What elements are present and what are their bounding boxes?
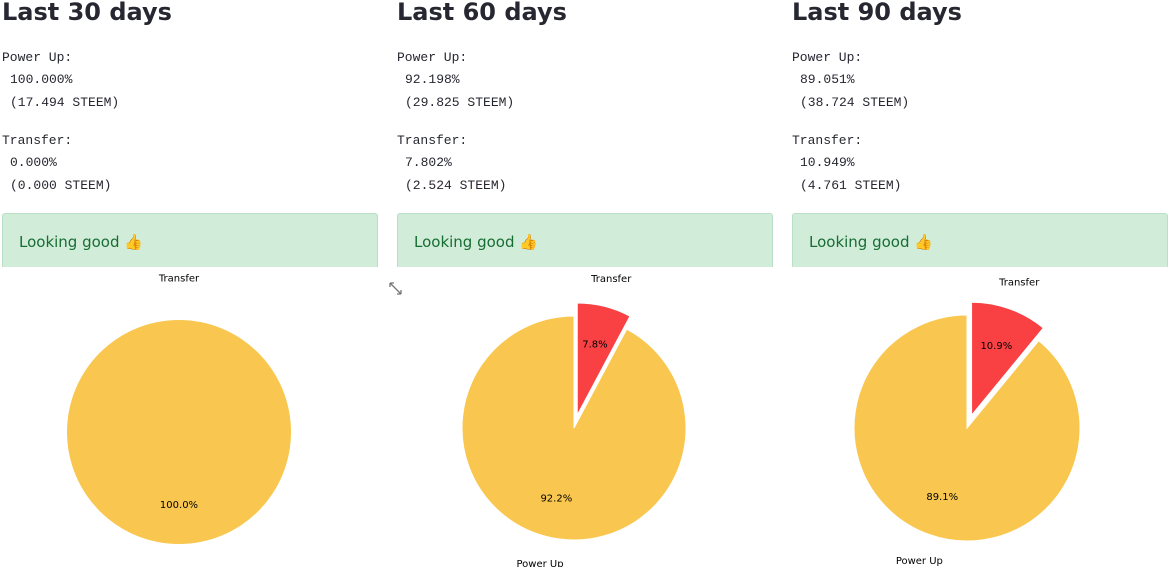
- transfer-amount: (2.524 STEEM): [405, 178, 507, 193]
- power-up-percent: 89.051%: [800, 72, 855, 87]
- pie-slice: [461, 315, 687, 541]
- power-up-percent: 100.000%: [10, 72, 73, 87]
- transfer-percent: 0.000%: [10, 155, 57, 170]
- power-up-amount: (29.825 STEEM): [405, 95, 515, 110]
- value-label: 89.1%: [926, 492, 958, 503]
- power-up-amount: (38.724 STEEM): [800, 95, 910, 110]
- value-label: 7.8%: [582, 339, 607, 350]
- pie-slice: [853, 314, 1081, 542]
- status-box: Looking good 👍: [2, 213, 378, 267]
- power-up-label: Power Up:: [397, 50, 468, 65]
- status-box: Looking good 👍: [792, 213, 1168, 267]
- transfer-label: Transfer:: [792, 133, 863, 148]
- transfer-label: Transfer:: [397, 133, 468, 148]
- slice-label: Transfer: [590, 274, 632, 285]
- power-up-label: Power Up:: [2, 50, 73, 65]
- column: Last 30 days Power Up: 100.000% (17.494 STE…: [0, 0, 380, 270]
- pie-slice: [576, 302, 631, 416]
- status-text: Looking good 👍: [809, 233, 933, 251]
- status-box: Looking good 👍: [397, 213, 773, 267]
- slice-label: Transfer: [998, 277, 1040, 288]
- slice-label: Transfer: [158, 274, 200, 285]
- pie-slice: [67, 320, 291, 544]
- column: Last 90 days Power Up: 89.051% (38.724 STEE…: [790, 0, 1170, 270]
- power-up-percent: 92.198%: [405, 72, 460, 87]
- transfer-percent: 10.949%: [800, 155, 855, 170]
- transfer-percent: 7.802%: [405, 155, 452, 170]
- value-label: 92.2%: [540, 494, 572, 505]
- column-title: Last 90 days: [792, 0, 962, 26]
- transfer-amount: (4.761 STEEM): [800, 178, 902, 193]
- value-label: 100.0%: [160, 500, 198, 511]
- pie-slice: [971, 301, 1045, 417]
- value-label: 10.9%: [980, 341, 1012, 352]
- column-title: Last 30 days: [2, 0, 172, 26]
- slice-label: Power Up: [896, 556, 943, 567]
- power-up-label: Power Up:: [792, 50, 863, 65]
- column: Last 60 days Power Up: 92.198% (29.825 STEE…: [395, 0, 775, 270]
- column-title: Last 60 days: [397, 0, 567, 26]
- power-up-amount: (17.494 STEEM): [10, 95, 120, 110]
- transfer-amount: (0.000 STEEM): [10, 178, 112, 193]
- slice-label: Power Up: [516, 559, 563, 567]
- status-text: Looking good 👍: [414, 233, 538, 251]
- fullscreen-icon[interactable]: [389, 282, 402, 295]
- transfer-label: Transfer:: [2, 133, 73, 148]
- status-text: Looking good 👍: [19, 233, 143, 251]
